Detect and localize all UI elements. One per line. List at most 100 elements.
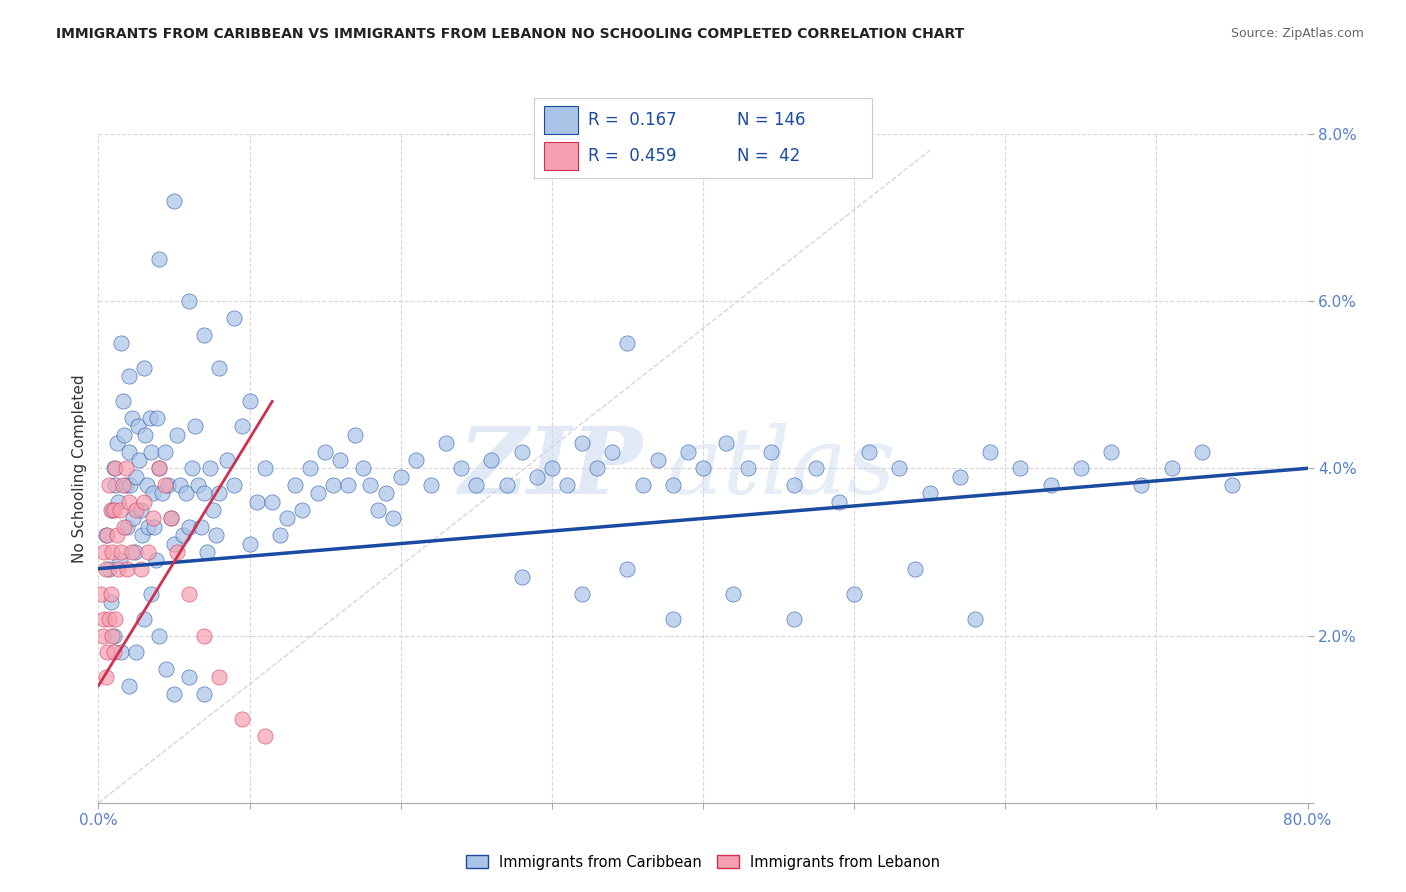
Point xyxy=(239,394,262,409)
Point xyxy=(307,486,329,500)
Point xyxy=(122,511,145,525)
Point xyxy=(215,453,238,467)
Point xyxy=(329,453,352,467)
Point xyxy=(193,486,215,500)
Point xyxy=(571,436,593,450)
Point xyxy=(118,495,141,509)
Point xyxy=(782,478,804,492)
Point xyxy=(714,436,737,450)
Point xyxy=(1039,478,1062,492)
Point xyxy=(291,503,314,517)
Point xyxy=(101,628,124,642)
Point xyxy=(721,587,744,601)
Point xyxy=(184,419,207,434)
Bar xyxy=(544,106,578,134)
Point xyxy=(314,444,336,458)
Point xyxy=(141,587,163,601)
Point xyxy=(107,495,129,509)
Point xyxy=(163,194,186,208)
Point xyxy=(172,528,194,542)
Point xyxy=(96,528,118,542)
Point xyxy=(118,444,141,458)
Point xyxy=(510,444,533,458)
Point xyxy=(96,645,118,659)
Point xyxy=(145,553,167,567)
Point xyxy=(115,520,138,534)
Point xyxy=(631,478,654,492)
Point xyxy=(105,528,128,542)
Point xyxy=(142,511,165,525)
Point xyxy=(1160,461,1182,475)
Point xyxy=(104,461,127,475)
Point xyxy=(224,310,246,325)
Point xyxy=(389,469,412,483)
Point xyxy=(104,478,127,492)
Point xyxy=(121,545,143,559)
Point xyxy=(177,587,201,601)
Point xyxy=(253,461,276,475)
Point xyxy=(181,461,204,475)
Point xyxy=(224,478,246,492)
Point xyxy=(142,486,165,500)
Point xyxy=(90,587,112,601)
Point xyxy=(208,486,231,500)
Point xyxy=(844,587,866,601)
Point xyxy=(108,503,131,517)
Point xyxy=(450,461,472,475)
Point xyxy=(174,486,197,500)
Point xyxy=(177,520,201,534)
Point xyxy=(352,461,374,475)
Bar xyxy=(544,142,578,170)
Point xyxy=(101,545,124,559)
Y-axis label: No Schooling Completed: No Schooling Completed xyxy=(72,374,87,563)
Point xyxy=(166,428,188,442)
Point xyxy=(231,419,253,434)
Point xyxy=(163,536,186,550)
Point xyxy=(949,469,972,483)
Point xyxy=(136,545,159,559)
Point xyxy=(276,511,298,525)
Point xyxy=(1130,478,1153,492)
Point xyxy=(93,612,115,626)
Point xyxy=(141,444,163,458)
Point xyxy=(382,511,405,525)
Point xyxy=(135,478,157,492)
Point xyxy=(125,469,148,483)
Point xyxy=(510,570,533,584)
Text: ZIP: ZIP xyxy=(458,424,643,513)
Point xyxy=(103,461,125,475)
Text: R =  0.459: R = 0.459 xyxy=(588,147,676,165)
Point xyxy=(586,461,609,475)
Point xyxy=(118,679,141,693)
Point xyxy=(602,444,624,458)
Point xyxy=(146,411,169,425)
Point xyxy=(132,495,155,509)
Point xyxy=(94,670,117,684)
Point xyxy=(208,361,231,376)
Point xyxy=(156,478,179,492)
Point xyxy=(131,528,153,542)
Point xyxy=(918,486,941,500)
Point xyxy=(344,428,367,442)
Point xyxy=(177,294,201,309)
Point xyxy=(139,411,162,425)
Point xyxy=(284,478,307,492)
Point xyxy=(419,478,441,492)
Text: N =  42: N = 42 xyxy=(737,147,800,165)
Text: Source: ZipAtlas.com: Source: ZipAtlas.com xyxy=(1230,27,1364,40)
Point xyxy=(163,687,186,701)
Point xyxy=(110,545,132,559)
Point xyxy=(737,461,759,475)
Point xyxy=(647,453,669,467)
Point xyxy=(98,478,121,492)
Point xyxy=(129,562,152,576)
Point xyxy=(155,662,177,676)
Text: atlas: atlas xyxy=(666,424,896,513)
Point xyxy=(193,628,215,642)
Point xyxy=(111,394,134,409)
Point xyxy=(103,645,125,659)
Point xyxy=(107,562,129,576)
Point xyxy=(190,520,212,534)
Point xyxy=(124,545,146,559)
Point xyxy=(100,503,122,517)
